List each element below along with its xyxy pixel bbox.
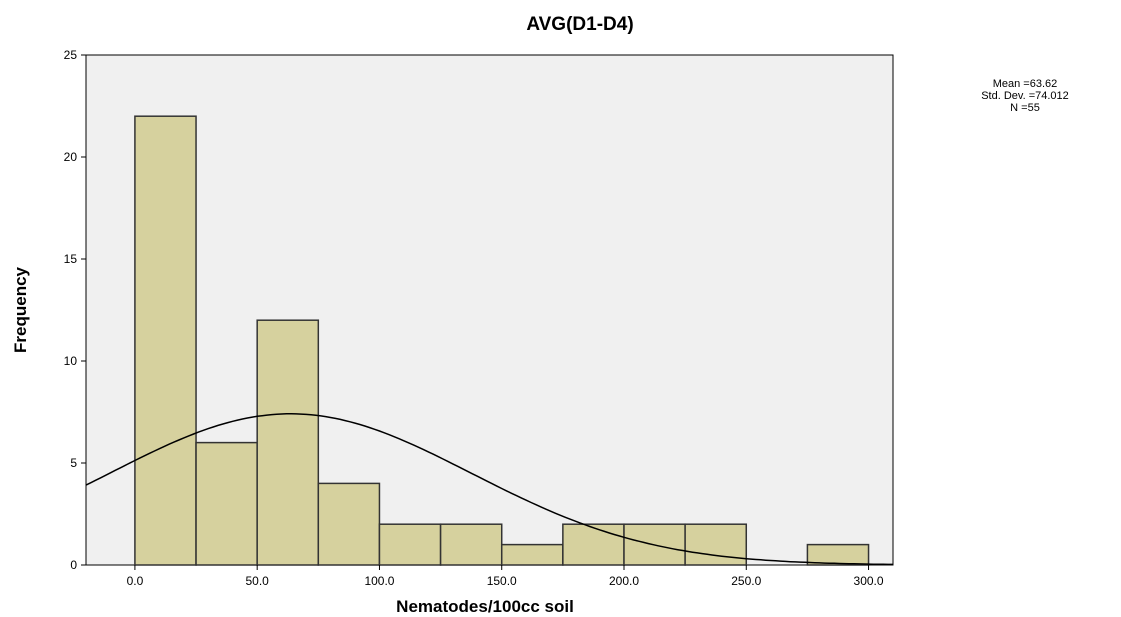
stats-box: Mean =63.62 Std. Dev. =74.012 N =55: [930, 78, 1120, 114]
x-tick-label: 300.0: [854, 574, 884, 588]
histogram-bar: [378, 523, 442, 566]
y-tick-label: 15: [64, 252, 78, 266]
y-axis-ticks: 0 5 10 15 20 25: [64, 48, 86, 572]
chart-title: AVG(D1-D4): [526, 14, 633, 35]
x-tick-label: 150.0: [487, 574, 517, 588]
histogram-bar: [806, 543, 870, 566]
histogram-bar: [439, 523, 503, 566]
histogram-bar: [195, 441, 258, 566]
x-tick-label: 100.0: [364, 574, 394, 588]
histogram-bar: [500, 543, 564, 566]
stats-std-dev: Std. Dev. =74.012: [981, 90, 1069, 102]
y-tick-label: 0: [70, 558, 77, 572]
histogram-bar: [684, 523, 748, 566]
stats-n: N =55: [1010, 102, 1040, 114]
y-tick-label: 25: [64, 48, 78, 62]
y-axis-label: Frequency: [11, 266, 30, 353]
histogram-bar: [562, 523, 625, 566]
x-axis-ticks: 0.0 50.0 100.0 150.0 200.0 250.0 300.0: [127, 565, 884, 588]
histogram-bar: [317, 482, 381, 566]
x-tick-label: 50.0: [246, 574, 270, 588]
histogram-bar: [256, 319, 320, 566]
x-tick-label: 200.0: [609, 574, 639, 588]
normal-curve: [85, 413, 893, 566]
histogram-bars: [134, 115, 870, 566]
y-tick-label: 20: [64, 150, 78, 164]
histogram-bar: [134, 115, 197, 566]
x-tick-label: 250.0: [731, 574, 761, 588]
y-tick-label: 10: [64, 354, 78, 368]
x-tick-label: 0.0: [127, 574, 144, 588]
y-tick-label: 5: [70, 456, 77, 470]
stats-mean: Mean =63.62: [992, 78, 1058, 90]
x-axis-label: Nematodes/100cc soil: [396, 597, 574, 616]
